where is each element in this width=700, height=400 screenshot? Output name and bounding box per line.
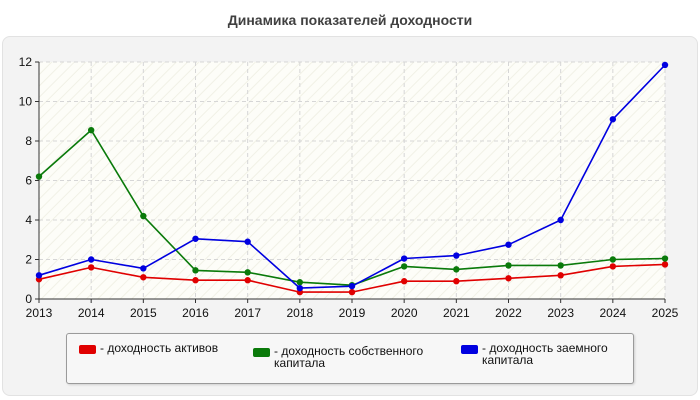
legend-label-debt: - доходность заемного капитала [482, 341, 608, 367]
legend-swatch-green [253, 348, 270, 357]
data-point-0 [400, 278, 408, 285]
x-tick-label: 2020 [391, 306, 418, 320]
x-tick-label: 2019 [339, 306, 366, 320]
x-tick-label: 2023 [547, 306, 574, 320]
data-point-2 [348, 282, 356, 290]
y-tick-label: 10 [19, 95, 33, 109]
data-point-0 [244, 277, 251, 284]
x-tick-label: 2024 [599, 306, 626, 320]
x-tick-label: 2014 [78, 306, 105, 320]
data-point-2 [609, 116, 617, 123]
x-tick-label: 2021 [443, 306, 470, 320]
data-point-2 [453, 252, 460, 259]
data-point-0 [348, 288, 356, 296]
data-point-1 [609, 256, 617, 263]
data-point-2 [557, 216, 564, 224]
data-point-1 [244, 269, 251, 276]
axes [35, 61, 666, 303]
data-point-1 [192, 267, 199, 274]
x-tick-label: 2013 [26, 306, 53, 320]
data-point-0 [505, 275, 512, 282]
data-point-2 [400, 255, 408, 262]
data-point-1 [557, 262, 564, 269]
x-tick-label: 2017 [234, 306, 261, 320]
legend: - доходность активов - доходность собств… [66, 333, 634, 384]
data-point-0 [192, 277, 199, 284]
data-point-1 [296, 279, 304, 286]
x-tick-label: 2016 [182, 306, 209, 320]
y-tick-label: 2 [25, 253, 32, 267]
data-point-0 [140, 274, 147, 281]
data-point-1 [400, 263, 408, 270]
y-tick-label: 6 [25, 174, 32, 188]
data-point-2 [296, 284, 304, 292]
y-tick-label: 8 [25, 134, 32, 148]
data-point-2 [87, 256, 95, 263]
chart-title: Динамика показателей доходности [227, 12, 473, 28]
x-tick-label: 2015 [130, 306, 157, 320]
series-group [35, 61, 669, 296]
data-point-2 [35, 272, 43, 279]
y-tick-label: 12 [19, 55, 33, 69]
data-point-1 [505, 262, 512, 269]
y-tick-label: 4 [25, 213, 32, 227]
legend-item-debt: - доходность заемного капитала [461, 342, 626, 366]
x-tick-label: 2018 [286, 306, 313, 320]
data-point-2 [192, 235, 199, 242]
legend-item-assets: - доходность активов [79, 342, 239, 354]
data-point-2 [505, 241, 512, 248]
data-point-0 [661, 261, 669, 268]
data-point-2 [140, 265, 147, 272]
legend-swatch-blue [461, 345, 478, 354]
data-point-1 [140, 212, 147, 220]
data-point-0 [453, 278, 460, 285]
data-point-1 [35, 173, 43, 180]
data-point-0 [557, 272, 564, 279]
x-tick-label: 2025 [652, 306, 679, 320]
x-tick-label: 2022 [495, 306, 522, 320]
data-point-2 [244, 238, 251, 245]
legend-item-equity: - доходность собственного капитала [253, 345, 448, 369]
data-point-1 [453, 266, 460, 273]
data-point-2 [661, 61, 669, 69]
data-point-0 [609, 263, 617, 270]
legend-swatch-red [79, 345, 96, 354]
data-point-0 [87, 264, 95, 271]
data-point-1 [87, 126, 95, 134]
y-tick-label: 0 [25, 292, 32, 306]
legend-label-assets: - доходность активов [100, 341, 219, 355]
tick-labels: 0 2 4 6 8 10 12 2013 2014 2015 2016 2017 2018 2019 202… [19, 55, 679, 320]
data-point-1 [661, 255, 669, 262]
legend-label-equity: - доходность собственного капитала [274, 344, 424, 370]
